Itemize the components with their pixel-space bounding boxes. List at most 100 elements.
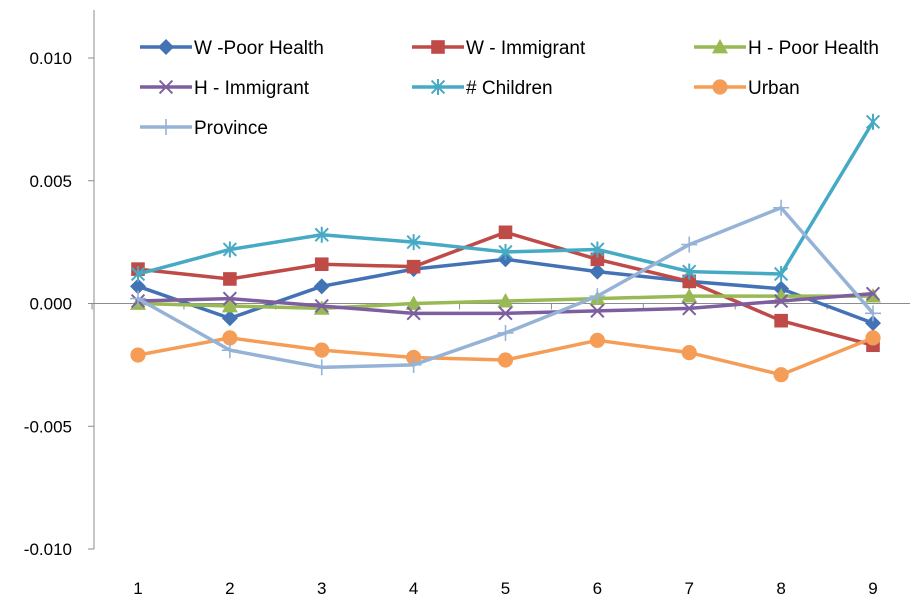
data-point xyxy=(497,324,514,341)
data-point xyxy=(313,278,330,295)
data-point xyxy=(498,225,513,240)
legend-marker xyxy=(158,39,174,55)
data-point xyxy=(314,226,329,243)
marker-stroke xyxy=(406,306,421,321)
data-point xyxy=(590,303,605,318)
data-point xyxy=(681,288,698,303)
data-point xyxy=(681,236,698,253)
data-point xyxy=(865,113,881,130)
legend-marker xyxy=(158,119,174,135)
data-point xyxy=(681,345,697,361)
legend-item-3: H - Poor Health xyxy=(694,38,879,59)
data-point xyxy=(222,241,237,258)
marker-stroke xyxy=(682,301,697,316)
legend-label: W -Poor Health xyxy=(194,38,324,59)
data-point xyxy=(589,263,606,280)
legend-label: H - Poor Health xyxy=(748,38,879,59)
x-tick-label: 1 xyxy=(133,579,142,598)
data-point xyxy=(221,310,238,327)
data-point xyxy=(773,199,790,216)
legend-item-4: H - Immigrant xyxy=(140,78,310,99)
marker-stroke xyxy=(314,298,329,314)
x-tick-label: 5 xyxy=(501,579,510,598)
data-point xyxy=(773,288,790,303)
y-tick-label: -0.010 xyxy=(24,540,72,559)
data-point xyxy=(865,315,881,332)
data-point xyxy=(682,274,697,289)
x-tick-label: 6 xyxy=(593,579,602,598)
series-5 xyxy=(130,113,881,283)
data-point xyxy=(130,347,146,363)
data-point xyxy=(405,295,422,310)
data-point xyxy=(589,288,606,305)
data-point xyxy=(313,359,330,376)
marker-stroke xyxy=(498,306,513,321)
data-point xyxy=(406,306,421,321)
legend-item-5: # Children xyxy=(412,78,553,99)
data-point xyxy=(405,356,422,373)
data-point xyxy=(497,293,514,308)
data-point xyxy=(865,330,881,346)
data-point xyxy=(774,313,788,328)
x-tick-label: 9 xyxy=(868,579,877,598)
legend-item-2: W - Immigrant xyxy=(412,38,586,59)
legend-marker xyxy=(712,39,728,54)
data-point xyxy=(223,272,237,286)
y-tick-label: 0.005 xyxy=(29,172,72,191)
data-point xyxy=(498,306,513,321)
data-point xyxy=(682,301,697,316)
data-point xyxy=(774,266,789,283)
series-7 xyxy=(130,199,881,376)
data-point xyxy=(314,257,329,272)
data-point xyxy=(498,243,513,260)
data-point xyxy=(773,367,789,383)
data-point xyxy=(590,252,605,267)
data-point xyxy=(406,259,421,274)
data-point xyxy=(222,291,237,306)
y-tick-label: 0.010 xyxy=(29,49,72,68)
data-point xyxy=(221,342,238,359)
data-point xyxy=(130,290,146,307)
legend-item-6: Urban xyxy=(694,78,800,99)
legend-marker xyxy=(430,79,446,95)
legend-label: H - Immigrant xyxy=(194,78,310,99)
marker-stroke xyxy=(590,303,605,318)
marker-stroke xyxy=(774,293,789,309)
legend-item-7: Province xyxy=(140,118,268,139)
data-point xyxy=(130,266,146,283)
series-1 xyxy=(130,251,881,332)
marker-stroke xyxy=(865,286,881,301)
data-point xyxy=(774,293,789,309)
data-point xyxy=(314,342,330,358)
x-tick-label: 7 xyxy=(685,579,694,598)
series-4 xyxy=(130,286,881,321)
data-point xyxy=(314,298,329,314)
legend-marker xyxy=(712,79,728,95)
legend-label: Province xyxy=(194,118,268,139)
legend-item-1: W -Poor Health xyxy=(140,38,324,59)
legend-marker xyxy=(431,40,445,54)
legend-label: W - Immigrant xyxy=(466,38,586,59)
series-layer xyxy=(130,113,881,383)
legend-label: Urban xyxy=(748,78,800,99)
x-tick-label: 2 xyxy=(225,579,234,598)
data-point xyxy=(865,286,881,301)
marker-stroke xyxy=(158,79,174,95)
data-point xyxy=(497,352,514,368)
data-point xyxy=(406,234,421,251)
legend-label: # Children xyxy=(466,78,553,99)
data-point xyxy=(221,297,238,313)
data-point xyxy=(590,241,605,258)
x-tick-label: 3 xyxy=(317,579,326,598)
data-point xyxy=(865,305,881,322)
x-tick-label: 4 xyxy=(409,579,418,598)
data-point xyxy=(589,332,605,348)
data-point xyxy=(222,330,238,346)
data-point xyxy=(682,263,697,280)
y-tick-label: -0.005 xyxy=(24,417,72,436)
legend: W -Poor Health W - Immigrant H - Poor Heal… xyxy=(140,38,879,139)
y-tick-label: 0.000 xyxy=(29,295,72,314)
legend-marker xyxy=(158,79,174,95)
